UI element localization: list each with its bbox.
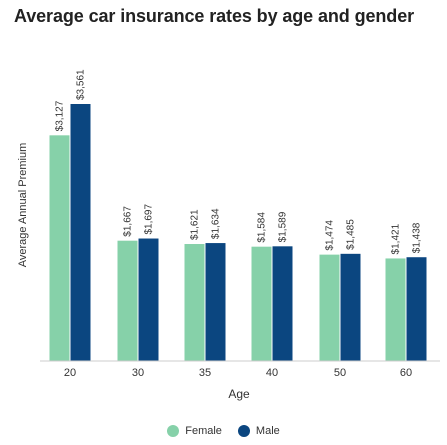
legend-item-male[interactable]: Male <box>237 425 280 437</box>
bar-female-50[interactable] <box>319 254 340 361</box>
bar-female-40[interactable] <box>251 246 272 361</box>
data-label-male-40: $1,589 <box>278 211 289 242</box>
legend-label-female: Female <box>185 425 222 437</box>
data-label-female-50: $1,474 <box>325 220 336 251</box>
x-tick-label-40: 40 <box>266 367 278 379</box>
bar-male-60[interactable] <box>406 257 427 361</box>
x-tick-label-50: 50 <box>334 367 346 379</box>
bar-female-30[interactable] <box>117 240 138 361</box>
bar-male-40[interactable] <box>272 246 293 361</box>
data-label-female-35: $1,621 <box>190 209 201 240</box>
bar-female-60[interactable] <box>385 258 406 361</box>
data-label-female-40: $1,584 <box>257 212 268 243</box>
bar-male-50[interactable] <box>340 253 361 361</box>
chart-title: Average car insurance rates by age and g… <box>14 6 415 26</box>
data-label-male-20: $3,561 <box>76 69 87 100</box>
data-label-female-30: $1,667 <box>123 206 134 237</box>
x-tick-label-20: 20 <box>64 367 76 379</box>
legend-swatch-female <box>167 425 180 437</box>
y-axis-label: Average Annual Premium <box>17 143 29 268</box>
bars-group <box>49 104 427 361</box>
data-label-female-60: $1,421 <box>391 223 402 254</box>
x-tick-label-30: 30 <box>132 367 144 379</box>
data-label-female-20: $3,127 <box>55 100 66 131</box>
legend: Female Male <box>0 425 447 437</box>
legend-item-female[interactable]: Female <box>167 425 222 437</box>
data-label-male-35: $1,634 <box>211 208 222 239</box>
bar-male-20[interactable] <box>70 104 91 361</box>
bar-female-20[interactable] <box>49 135 70 361</box>
legend-swatch-male <box>237 425 250 437</box>
data-label-male-50: $1,485 <box>346 219 357 250</box>
bar-female-35[interactable] <box>184 244 205 361</box>
data-labels-group: $3,127 $3,561 $1,667 $1,697 $1,621 $1,634 $1,5… <box>55 69 423 254</box>
bar-male-30[interactable] <box>138 238 159 361</box>
x-ticks-group: 20 30 35 40 50 60 <box>64 367 412 379</box>
bar-male-35[interactable] <box>205 243 226 361</box>
x-tick-label-35: 35 <box>199 367 211 379</box>
data-label-male-60: $1,438 <box>412 222 423 253</box>
x-axis-label: Age <box>228 387 250 401</box>
x-tick-label-60: 60 <box>400 367 412 379</box>
legend-label-male: Male <box>255 425 280 437</box>
data-label-male-30: $1,697 <box>144 204 155 235</box>
